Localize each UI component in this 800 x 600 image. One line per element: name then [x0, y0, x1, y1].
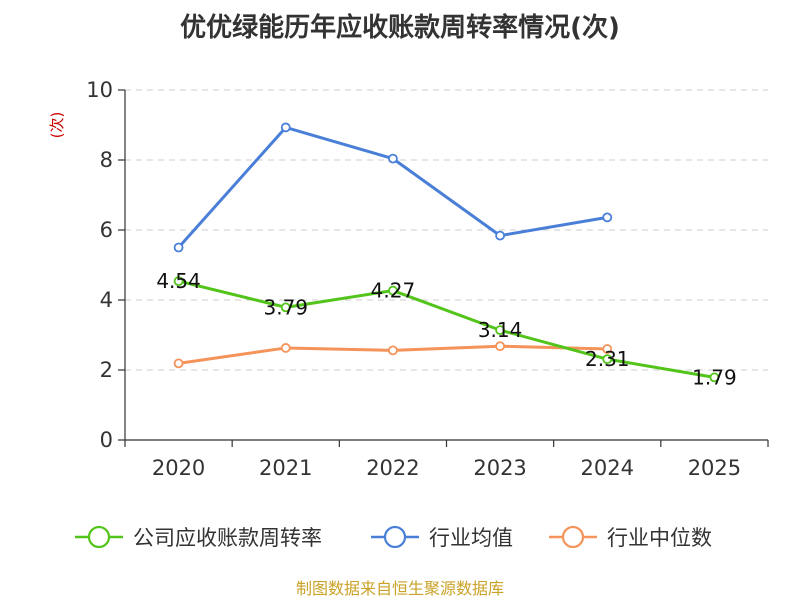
- data-label: 4.27: [371, 279, 416, 303]
- data-point: [388, 345, 398, 356]
- data-point: [280, 343, 291, 353]
- chart-title: 优优绿能历年应收账款周转率情况(次): [180, 12, 620, 43]
- data-point: [602, 344, 613, 354]
- legend-marker: [87, 525, 111, 549]
- y-tick-label: 8: [100, 148, 113, 172]
- data-point: [388, 285, 398, 296]
- y-axis-label: (次): [48, 112, 66, 139]
- legend-marker: [561, 525, 585, 549]
- series-line-0: [177, 279, 716, 379]
- data-point: [602, 212, 613, 223]
- data-point: [495, 325, 505, 336]
- data-label: 4.54: [156, 269, 201, 293]
- data-label: 1.79: [692, 365, 737, 389]
- x-tick-label: 2025: [688, 456, 741, 480]
- data-label: 2.31: [585, 347, 630, 371]
- series-lines: [173, 122, 720, 383]
- data-point: [173, 276, 184, 287]
- data-point: [709, 372, 720, 383]
- y-tick-label: 10: [86, 78, 113, 102]
- data-point: [495, 341, 505, 352]
- source-note: 制图数据来自恒生聚源数据库: [296, 579, 504, 598]
- data-point: [602, 354, 613, 365]
- y-tick-label: 6: [100, 218, 113, 242]
- legend-label: 行业均值: [429, 526, 513, 550]
- grid-lines: [125, 89, 768, 371]
- y-tick-label: 4: [100, 288, 113, 312]
- data-point: [495, 230, 505, 241]
- x-tick-label: 2021: [259, 456, 312, 480]
- data-point: [173, 358, 184, 369]
- data-point: [388, 153, 398, 164]
- legend-item-1[interactable]: 行业均值: [371, 525, 513, 550]
- axes: 0 2 4 6 8 10 2020 2021 2022 2023 2024 2025: [86, 78, 769, 480]
- x-tick-label: 2023: [473, 456, 526, 480]
- data-point: [173, 242, 184, 253]
- series-line-1: [177, 125, 609, 249]
- legend-marker: [383, 525, 407, 549]
- data-point: [280, 122, 291, 133]
- y-tick-label: 0: [100, 428, 113, 452]
- data-label: 3.79: [263, 295, 308, 319]
- x-tick-label: 2020: [152, 456, 205, 480]
- x-tick-label: 2024: [581, 456, 634, 480]
- legend-label: 公司应收账款周转率: [133, 526, 322, 550]
- legend-item-0[interactable]: 公司应收账款周转率: [75, 525, 322, 550]
- data-point: [280, 302, 291, 313]
- legend-label: 行业中位数: [607, 526, 712, 550]
- x-tick-label: 2022: [366, 456, 419, 480]
- legend-item-2[interactable]: 行业中位数: [549, 525, 712, 550]
- legend: 公司应收账款周转率 行业均值 行业中位数: [75, 525, 712, 550]
- data-labels: 4.54 3.79 4.27 3.14 2.31 1.79: [156, 269, 736, 389]
- y-tick-label: 2: [100, 358, 113, 382]
- data-label: 3.14: [478, 318, 523, 342]
